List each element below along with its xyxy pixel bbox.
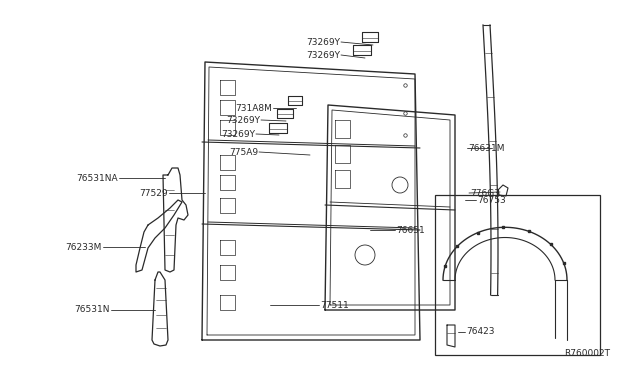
Text: 76423: 76423 (466, 327, 495, 337)
Bar (435, 195, 600, 355)
Text: 76531NA: 76531NA (76, 173, 118, 183)
Text: 77529: 77529 (140, 189, 168, 198)
Text: 731A8M: 731A8M (235, 103, 272, 112)
Text: 76233M: 76233M (66, 243, 102, 251)
Text: R760002T: R760002T (564, 349, 610, 358)
Text: 73269Y: 73269Y (306, 51, 340, 60)
Text: 775A9: 775A9 (229, 148, 258, 157)
Text: 77511: 77511 (320, 301, 349, 310)
Text: 76753: 76753 (477, 196, 506, 205)
Text: 776G3: 776G3 (470, 189, 500, 198)
Text: 76631M: 76631M (468, 144, 504, 153)
Text: 76531N: 76531N (74, 305, 110, 314)
Text: 73269Y: 73269Y (226, 115, 260, 125)
Text: 73269Y: 73269Y (306, 38, 340, 46)
Text: 73269Y: 73269Y (221, 129, 255, 138)
Text: 76651: 76651 (396, 225, 425, 234)
